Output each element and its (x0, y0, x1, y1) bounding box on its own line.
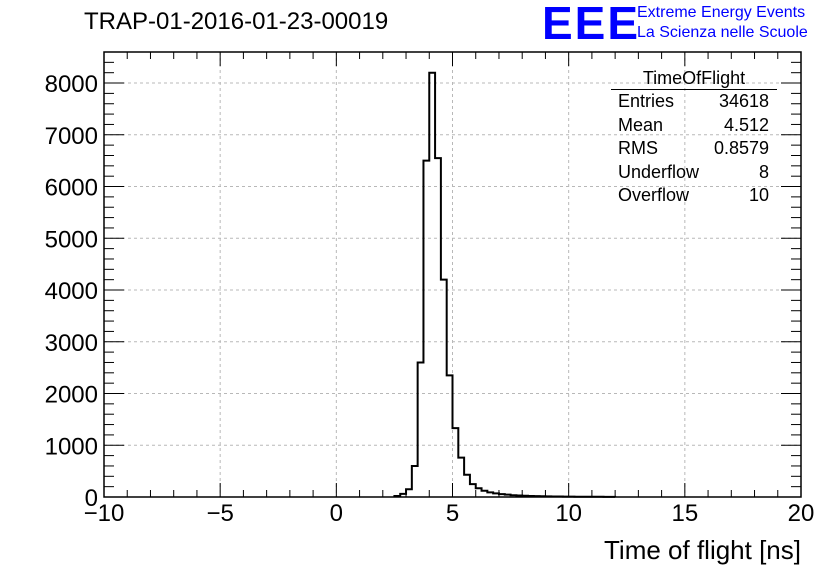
histogram-series (393, 71, 617, 498)
plot-frame (103, 51, 802, 498)
stats-value: 8 (758, 161, 769, 182)
stats-label: Entries (618, 91, 675, 111)
run-title: TRAP-01-2016-01-23-00019 (84, 8, 389, 35)
histogram-line (393, 71, 617, 498)
y-tick-label: 7000 (45, 123, 98, 150)
y-tick-label: 2000 (45, 382, 98, 409)
stats-value: 0.8579 (713, 138, 769, 158)
x-tick-label: 15 (671, 500, 698, 527)
stats-title: TimeOfFlight (611, 67, 777, 90)
x-tick-label: 10 (555, 500, 582, 527)
y-tick-label: 0 (85, 485, 98, 512)
stats-label: RMS (618, 138, 658, 158)
logo-line1: Extreme Energy Events (637, 4, 806, 21)
x-tick-label: −5 (206, 500, 233, 527)
stats-label: Overflow (618, 185, 690, 205)
eee-logo: EEE (542, 0, 641, 49)
logo-line2: La Scienza nelle Scuole (637, 24, 808, 41)
x-tick-label: 0 (330, 500, 343, 527)
x-axis-title: Time of flight [ns] (604, 535, 801, 565)
y-tick-label: 4000 (45, 278, 98, 305)
stats-row: RMS 0.8579 (611, 137, 777, 161)
x-tick-label: 20 (788, 500, 815, 527)
stats-label: Underflow (618, 161, 700, 182)
y-tick-label: 5000 (45, 226, 98, 253)
tick-labels: −10 −5 0 5 10 15 20 0 1000 2000 3000 4000 5000 6000 70… (45, 71, 815, 527)
stats-value: 34618 (718, 91, 769, 111)
y-tick-label: 8000 (45, 71, 98, 98)
stats-row: Entries 34618 (611, 90, 777, 114)
y-tick-label: 1000 (45, 433, 98, 460)
stats-rows: Entries 34618 Mean 4.512 RMS 0.8579 Underflow 8… (611, 90, 777, 208)
y-tick-label: 6000 (45, 175, 98, 202)
stats-value: 10 (748, 185, 769, 205)
x-tick-label: 5 (446, 500, 459, 527)
stats-value: 4.512 (723, 114, 769, 135)
y-tick-label: 3000 (45, 330, 98, 357)
x-tick-label: −10 (84, 500, 125, 527)
stats-row: Mean 4.512 (611, 114, 777, 138)
stats-row: Underflow 8 (611, 161, 777, 185)
stats-row: Overflow 10 (611, 184, 777, 208)
stats-label: Mean (618, 114, 664, 135)
stats-box: TimeOfFlight Entries 34618 Mean 4.512 RMS 0.8… (611, 67, 777, 208)
